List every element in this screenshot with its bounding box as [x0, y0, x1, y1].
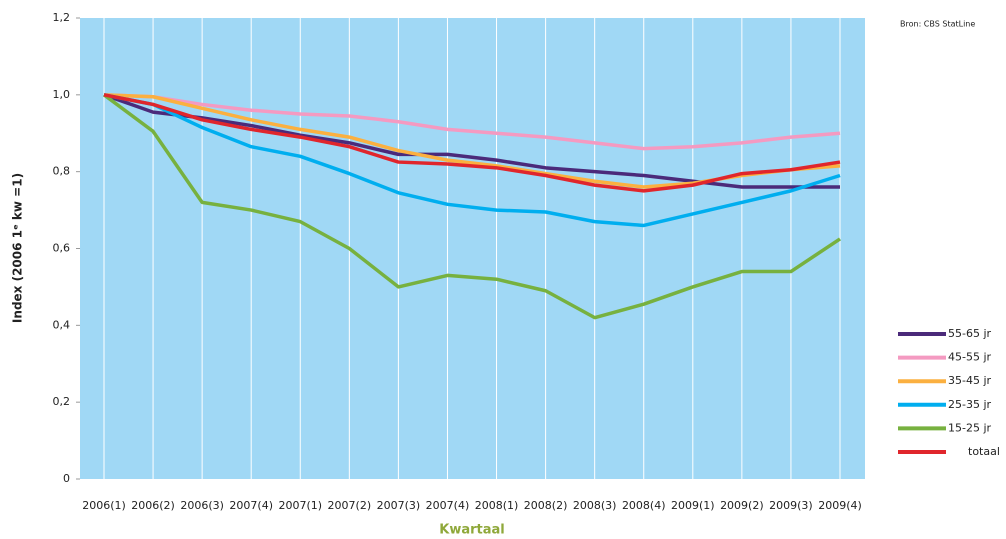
legend-label: 35-45 jr — [948, 374, 992, 387]
y-tick-label: 0 — [63, 472, 70, 485]
y-tick-label: 0,2 — [53, 395, 71, 408]
x-tick-label: 2008(3) — [573, 499, 617, 512]
y-tick-label: 1,0 — [53, 88, 71, 101]
y-tick-label: 1,2 — [53, 11, 71, 24]
x-tick-label: 2009(4) — [818, 499, 862, 512]
x-tick-label: 2009(2) — [720, 499, 764, 512]
y-axis-title: Index (2006 1ᵉ kw =1) — [11, 173, 25, 323]
y-tick-label: 0,6 — [53, 242, 71, 255]
x-tick-label: 2007(3) — [377, 499, 421, 512]
x-tick-label: 2006(3) — [180, 499, 224, 512]
x-tick-label: 2009(1) — [671, 499, 715, 512]
source-note: Bron: CBS StatLine — [900, 20, 975, 29]
x-axis-title: Kwartaal — [439, 523, 504, 538]
y-tick-label: 0,8 — [53, 165, 71, 178]
x-tick-label: 2007(2) — [328, 499, 372, 512]
x-tick-label: 2008(1) — [475, 499, 519, 512]
x-tick-label: 2009(3) — [769, 499, 813, 512]
series-line — [102, 93, 841, 320]
y-tick-label: 0,4 — [53, 318, 71, 331]
series-line — [103, 93, 841, 151]
legend-label: 45-55 jr — [948, 351, 992, 364]
legend-label: 15-25 jr — [948, 421, 992, 434]
series-line — [103, 93, 841, 228]
plot-area — [80, 18, 865, 479]
series-line — [103, 93, 841, 193]
x-tick-label: 2007(4) — [229, 499, 273, 512]
x-tick-label: 2006(2) — [131, 499, 175, 512]
x-tick-label: 2007(1) — [278, 499, 322, 512]
legend-label: 25-35 jr — [948, 398, 992, 411]
legend-label: 55-65 jr — [948, 327, 992, 340]
series-line — [103, 93, 840, 189]
x-tick-label: 2006(1) — [82, 499, 126, 512]
x-tick-label: 2008(4) — [622, 499, 666, 512]
x-tick-label: 2007(4) — [426, 499, 470, 512]
x-tick-label: 2008(2) — [524, 499, 568, 512]
legend-label: totaal — [968, 445, 1000, 458]
